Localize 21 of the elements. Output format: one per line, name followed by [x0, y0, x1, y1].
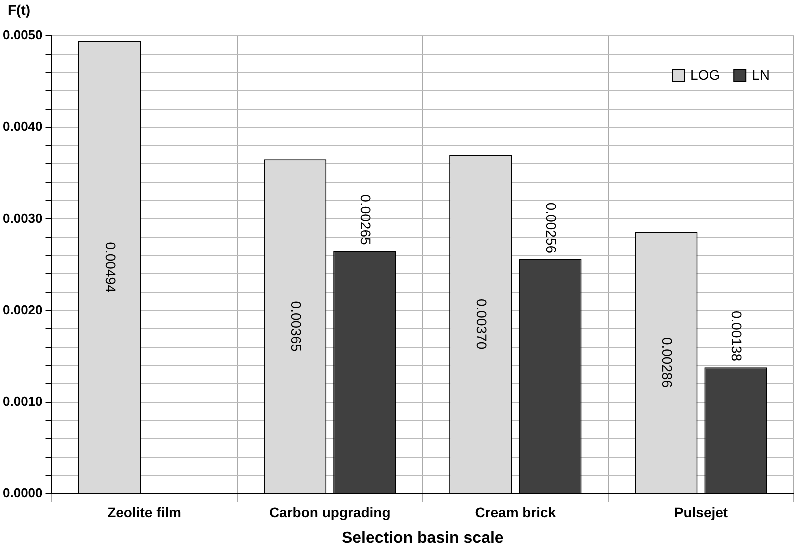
data-label: 0.00494	[102, 242, 119, 294]
legend-label: LN	[752, 66, 770, 83]
y-tick-label: 0.0000	[2, 486, 43, 501]
x-tick-label: Carbon upgrading	[269, 504, 391, 520]
y-tick-label: 0.0020	[2, 302, 43, 318]
data-label: 0.00256	[544, 202, 560, 254]
data-label: 0.00286	[660, 337, 676, 388]
data-label: 0.00370	[474, 298, 490, 350]
y-tick-label: 0.0040	[2, 119, 43, 134]
data-label: 0.00138	[729, 310, 746, 362]
x-tick-label: Zeolite film	[108, 504, 182, 520]
y-tick-label: 0.0030	[2, 210, 43, 226]
x-tick-label: Pulsejet	[674, 504, 728, 520]
x-tick-label: Cream brick	[475, 504, 556, 520]
y-tick-label: 0.0010	[2, 394, 43, 409]
y-axis-title: F(t)	[8, 2, 31, 18]
data-label: 0.00265	[358, 194, 374, 246]
x-axis-title: Selection basin scale	[342, 530, 504, 547]
y-tick-label: 0.0050	[2, 28, 43, 43]
data-label: 0.00365	[288, 301, 304, 352]
legend-label: LOG	[690, 66, 720, 83]
